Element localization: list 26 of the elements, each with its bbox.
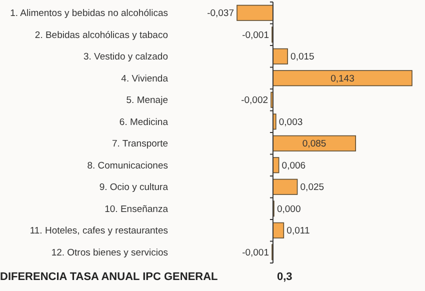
data-label: 0,000 — [276, 204, 301, 215]
text: DIFERENCIA TASA ANUAL IPC GENERAL — [0, 270, 218, 283]
data-label: 0,085 — [302, 138, 326, 150]
y-tick-label: 6. Medicina — [119, 116, 169, 128]
y-tick-label: 5. Menaje — [126, 95, 168, 106]
y-tick-label: 1. Alimentos y bebidas no alcohólicas — [10, 8, 168, 20]
data-label: 0,143 — [330, 73, 354, 84]
data-label: 0,006 — [282, 160, 306, 172]
y-tick-label: 7. Transporte — [112, 138, 168, 150]
data-label: 0,003 — [278, 116, 303, 128]
data-label: 0,025 — [300, 182, 324, 194]
y-tick-label: 9. Ocio y cultura — [99, 182, 169, 194]
data-label: 0,011 — [286, 226, 310, 237]
data-label: -0,037 — [207, 8, 234, 20]
y-tick-label: 8. Comunicaciones — [87, 160, 168, 172]
data-label: -0,001 — [242, 30, 269, 41]
y-tick-label: 4. Vivienda — [121, 73, 169, 84]
data-label: -0,002 — [241, 95, 268, 106]
y-tick-label: 2. Bebidas alcohólicas y tabaco — [34, 30, 168, 41]
y-tick-label: 11. Hoteles, cafes y restaurantes — [30, 226, 168, 237]
y-tick-label: 10. Enseñanza — [104, 204, 169, 215]
y-tick-label: 3. Vestido y calzado — [84, 52, 168, 63]
text: 0,3 — [277, 270, 292, 283]
data-label: -0,001 — [242, 247, 269, 258]
data-label: 0,015 — [290, 52, 314, 63]
y-tick-label: 12. Otros bienes y servicios — [51, 247, 168, 258]
